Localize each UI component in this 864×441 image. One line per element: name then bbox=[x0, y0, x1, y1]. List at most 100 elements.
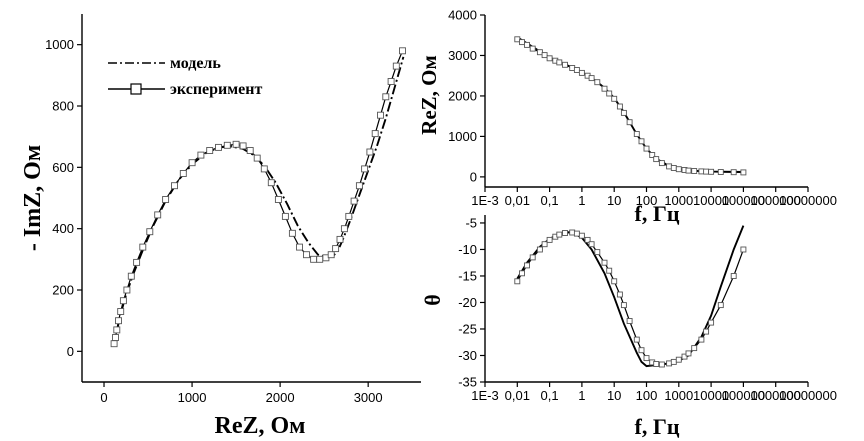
y-tick-label: -30 bbox=[458, 348, 477, 363]
experiment-data-point bbox=[310, 255, 318, 263]
experiment-data-point bbox=[620, 302, 627, 309]
experiment-data-point bbox=[110, 340, 118, 348]
y-tick-label: -10 bbox=[458, 242, 477, 257]
x-tick-label: 0,01 bbox=[505, 193, 530, 208]
experiment-data-point bbox=[717, 302, 724, 309]
experiment-data-point bbox=[546, 55, 553, 62]
x-tick-label: 0,1 bbox=[541, 388, 559, 403]
experiment-data-point bbox=[524, 262, 530, 269]
x-tick-label: 100000 bbox=[722, 388, 765, 403]
experiment-data-point bbox=[562, 61, 568, 68]
experiment-data-point bbox=[171, 182, 178, 190]
experiment-data-point bbox=[638, 347, 645, 354]
experiment-data-point bbox=[740, 246, 747, 253]
experiment-data-point bbox=[556, 59, 563, 66]
experiment-data-point bbox=[246, 147, 254, 154]
y-tick-label: 1000 bbox=[448, 129, 477, 144]
x-tick-label: 10 bbox=[607, 193, 621, 208]
experiment-data-point bbox=[115, 317, 122, 325]
experiment-data-point bbox=[188, 159, 196, 167]
nyquist-series bbox=[110, 47, 406, 348]
experiment-data-point bbox=[685, 167, 692, 174]
experiment-data-point bbox=[666, 360, 673, 367]
experiment-data-point bbox=[399, 47, 406, 55]
experiment-data-point bbox=[274, 196, 282, 203]
experiment-data-point bbox=[666, 163, 673, 170]
y-tick-label: 800 bbox=[52, 99, 74, 114]
experiment-data-point bbox=[382, 93, 390, 101]
x-tick-label: 10000000 bbox=[779, 388, 837, 403]
experiment-data-point bbox=[594, 79, 601, 86]
bode-magnitude-y-axis-title: ReZ, Ом bbox=[417, 55, 441, 135]
experiment-data-point bbox=[119, 297, 127, 305]
experiment-data-point bbox=[133, 258, 141, 266]
bode-phase-axes: -35 -30 -25 -20 -15 -10 -5 1E-3 0,01 0,1 1 10 100 100… bbox=[458, 215, 837, 403]
experiment-data-point bbox=[296, 243, 303, 251]
experiment-data-point bbox=[643, 145, 650, 152]
experiment-data-point bbox=[345, 212, 353, 220]
experiment-data-point bbox=[670, 165, 677, 171]
experiment-data-point bbox=[708, 168, 715, 175]
experiment-data-point bbox=[327, 251, 335, 259]
experiment-data-point bbox=[123, 286, 131, 294]
experiment-data-point bbox=[541, 52, 548, 59]
y-tick-label: 600 bbox=[52, 160, 74, 175]
nyquist-x-axis-title: ReZ, Ом bbox=[214, 413, 305, 439]
experiment-data-point bbox=[658, 160, 665, 167]
legend-experiment-marker bbox=[130, 83, 142, 95]
experiment-data-point bbox=[691, 168, 698, 174]
experiment-data-point bbox=[611, 278, 618, 285]
experiment-data-point bbox=[638, 138, 645, 145]
experiment-data-point bbox=[112, 334, 119, 341]
y-tick-label: 4000 bbox=[448, 8, 477, 23]
experiment-data-point bbox=[606, 267, 613, 274]
experiment-data-point bbox=[703, 328, 710, 335]
experiment-data-point bbox=[303, 251, 310, 259]
experiment-data-point bbox=[691, 345, 698, 352]
x-tick-label: 1000 bbox=[664, 388, 693, 403]
experiment-data-point bbox=[519, 39, 525, 46]
x-tick-label: 2000 bbox=[266, 390, 295, 405]
experiment-data-point bbox=[616, 103, 623, 110]
experiment-data-point bbox=[649, 152, 656, 158]
nyquist-y-axis-title: - ImZ, Ом bbox=[20, 145, 46, 251]
x-tick-label: 10000 bbox=[693, 193, 729, 208]
x-tick-label: 10 bbox=[607, 388, 621, 403]
experiment-data-point bbox=[519, 270, 525, 277]
experiment-data-point bbox=[601, 85, 608, 92]
y-tick-label: 1000 bbox=[45, 37, 74, 52]
experiment-data-point bbox=[573, 230, 580, 237]
y-tick-label: 0 bbox=[470, 169, 477, 184]
experiment-data-point bbox=[288, 229, 296, 237]
experiment-data-point bbox=[633, 131, 640, 137]
bode-magnitude-series bbox=[514, 36, 747, 176]
experiment-data-point bbox=[569, 65, 576, 71]
experiment-data-point bbox=[529, 254, 536, 261]
experiment-data-point bbox=[113, 326, 121, 334]
experiment-data-point bbox=[658, 361, 665, 368]
legend-model-label: модель bbox=[170, 55, 221, 72]
experiment-data-point bbox=[529, 45, 536, 52]
experiment-data-point bbox=[514, 278, 521, 285]
experiment-data-point bbox=[332, 245, 340, 253]
experiment-data-point bbox=[573, 67, 580, 73]
legend-experiment-label: эксперимент bbox=[170, 81, 262, 98]
experiment-data-point bbox=[154, 211, 162, 219]
nyquist-axes: 0 200 400 600 800 1000 0 1000 2000 3000 bbox=[45, 14, 421, 405]
experiment-data-point bbox=[361, 165, 369, 173]
experiment-data-point bbox=[675, 166, 682, 173]
experiment-data-point bbox=[606, 90, 613, 97]
experiment-data-point bbox=[708, 319, 715, 326]
experiment-data-point bbox=[611, 95, 618, 102]
experiment-data-point bbox=[197, 151, 205, 159]
experiment-data-point bbox=[524, 41, 530, 48]
x-tick-label: 10000 bbox=[693, 388, 729, 403]
bode-phase-series bbox=[514, 225, 747, 368]
experiment-data-point bbox=[620, 109, 627, 116]
experiment-data-point bbox=[260, 165, 268, 173]
x-tick-label: 0,1 bbox=[541, 193, 559, 208]
experiment-data-point bbox=[643, 355, 650, 362]
x-tick-label: 1000000 bbox=[750, 193, 801, 208]
y-tick-label: -25 bbox=[458, 321, 477, 336]
